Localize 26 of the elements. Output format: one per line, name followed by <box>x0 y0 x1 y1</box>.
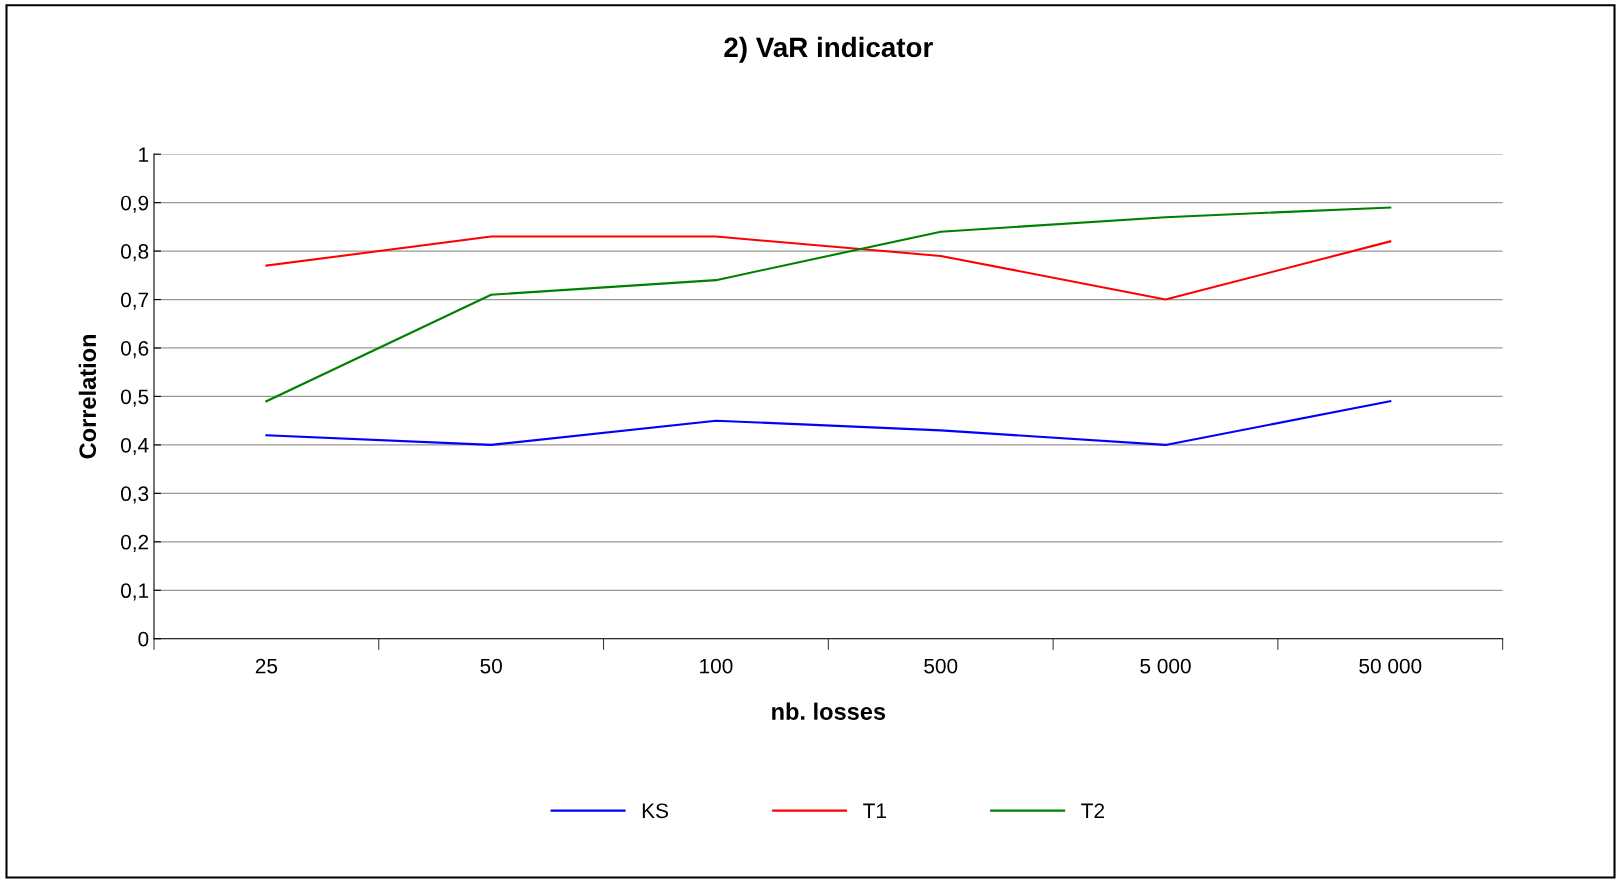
legend-label: T2 <box>1081 803 1105 818</box>
line-series <box>265 235 1392 301</box>
y-tick-label: 0,5 <box>120 389 149 407</box>
legend-label: KS <box>642 803 668 819</box>
x-tick-label: 5 000 <box>1140 658 1191 674</box>
y-tick-label: 0,4 <box>120 437 149 456</box>
x-tick-label: 50 000 <box>1359 658 1422 674</box>
y-tick-label: 0,2 <box>120 534 149 553</box>
y-tick-label: 0 <box>138 631 149 647</box>
chart-title: 2) VaR indicator <box>724 36 933 63</box>
y-tick-label: 0,8 <box>120 244 149 262</box>
y-axis-title: Correlation <box>78 334 97 459</box>
line-series <box>265 206 1392 403</box>
x-tick-label: 500 <box>924 658 958 674</box>
y-tick-label: 0,6 <box>120 341 149 359</box>
y-tick-label: 0,1 <box>120 583 149 601</box>
y-tick-label: 1 <box>139 147 149 162</box>
x-tick-label: 25 <box>255 658 278 674</box>
legend-label: T1 <box>863 803 886 818</box>
y-tick-label: 0,7 <box>120 292 149 310</box>
x-tick-label: 100 <box>700 658 733 674</box>
y-tick-label: 0,3 <box>120 486 149 504</box>
x-tick-label: 50 <box>480 658 502 674</box>
x-axis-title: nb. losses <box>772 702 886 720</box>
y-tick-label: 0,9 <box>120 195 149 213</box>
line-series <box>265 400 1392 446</box>
